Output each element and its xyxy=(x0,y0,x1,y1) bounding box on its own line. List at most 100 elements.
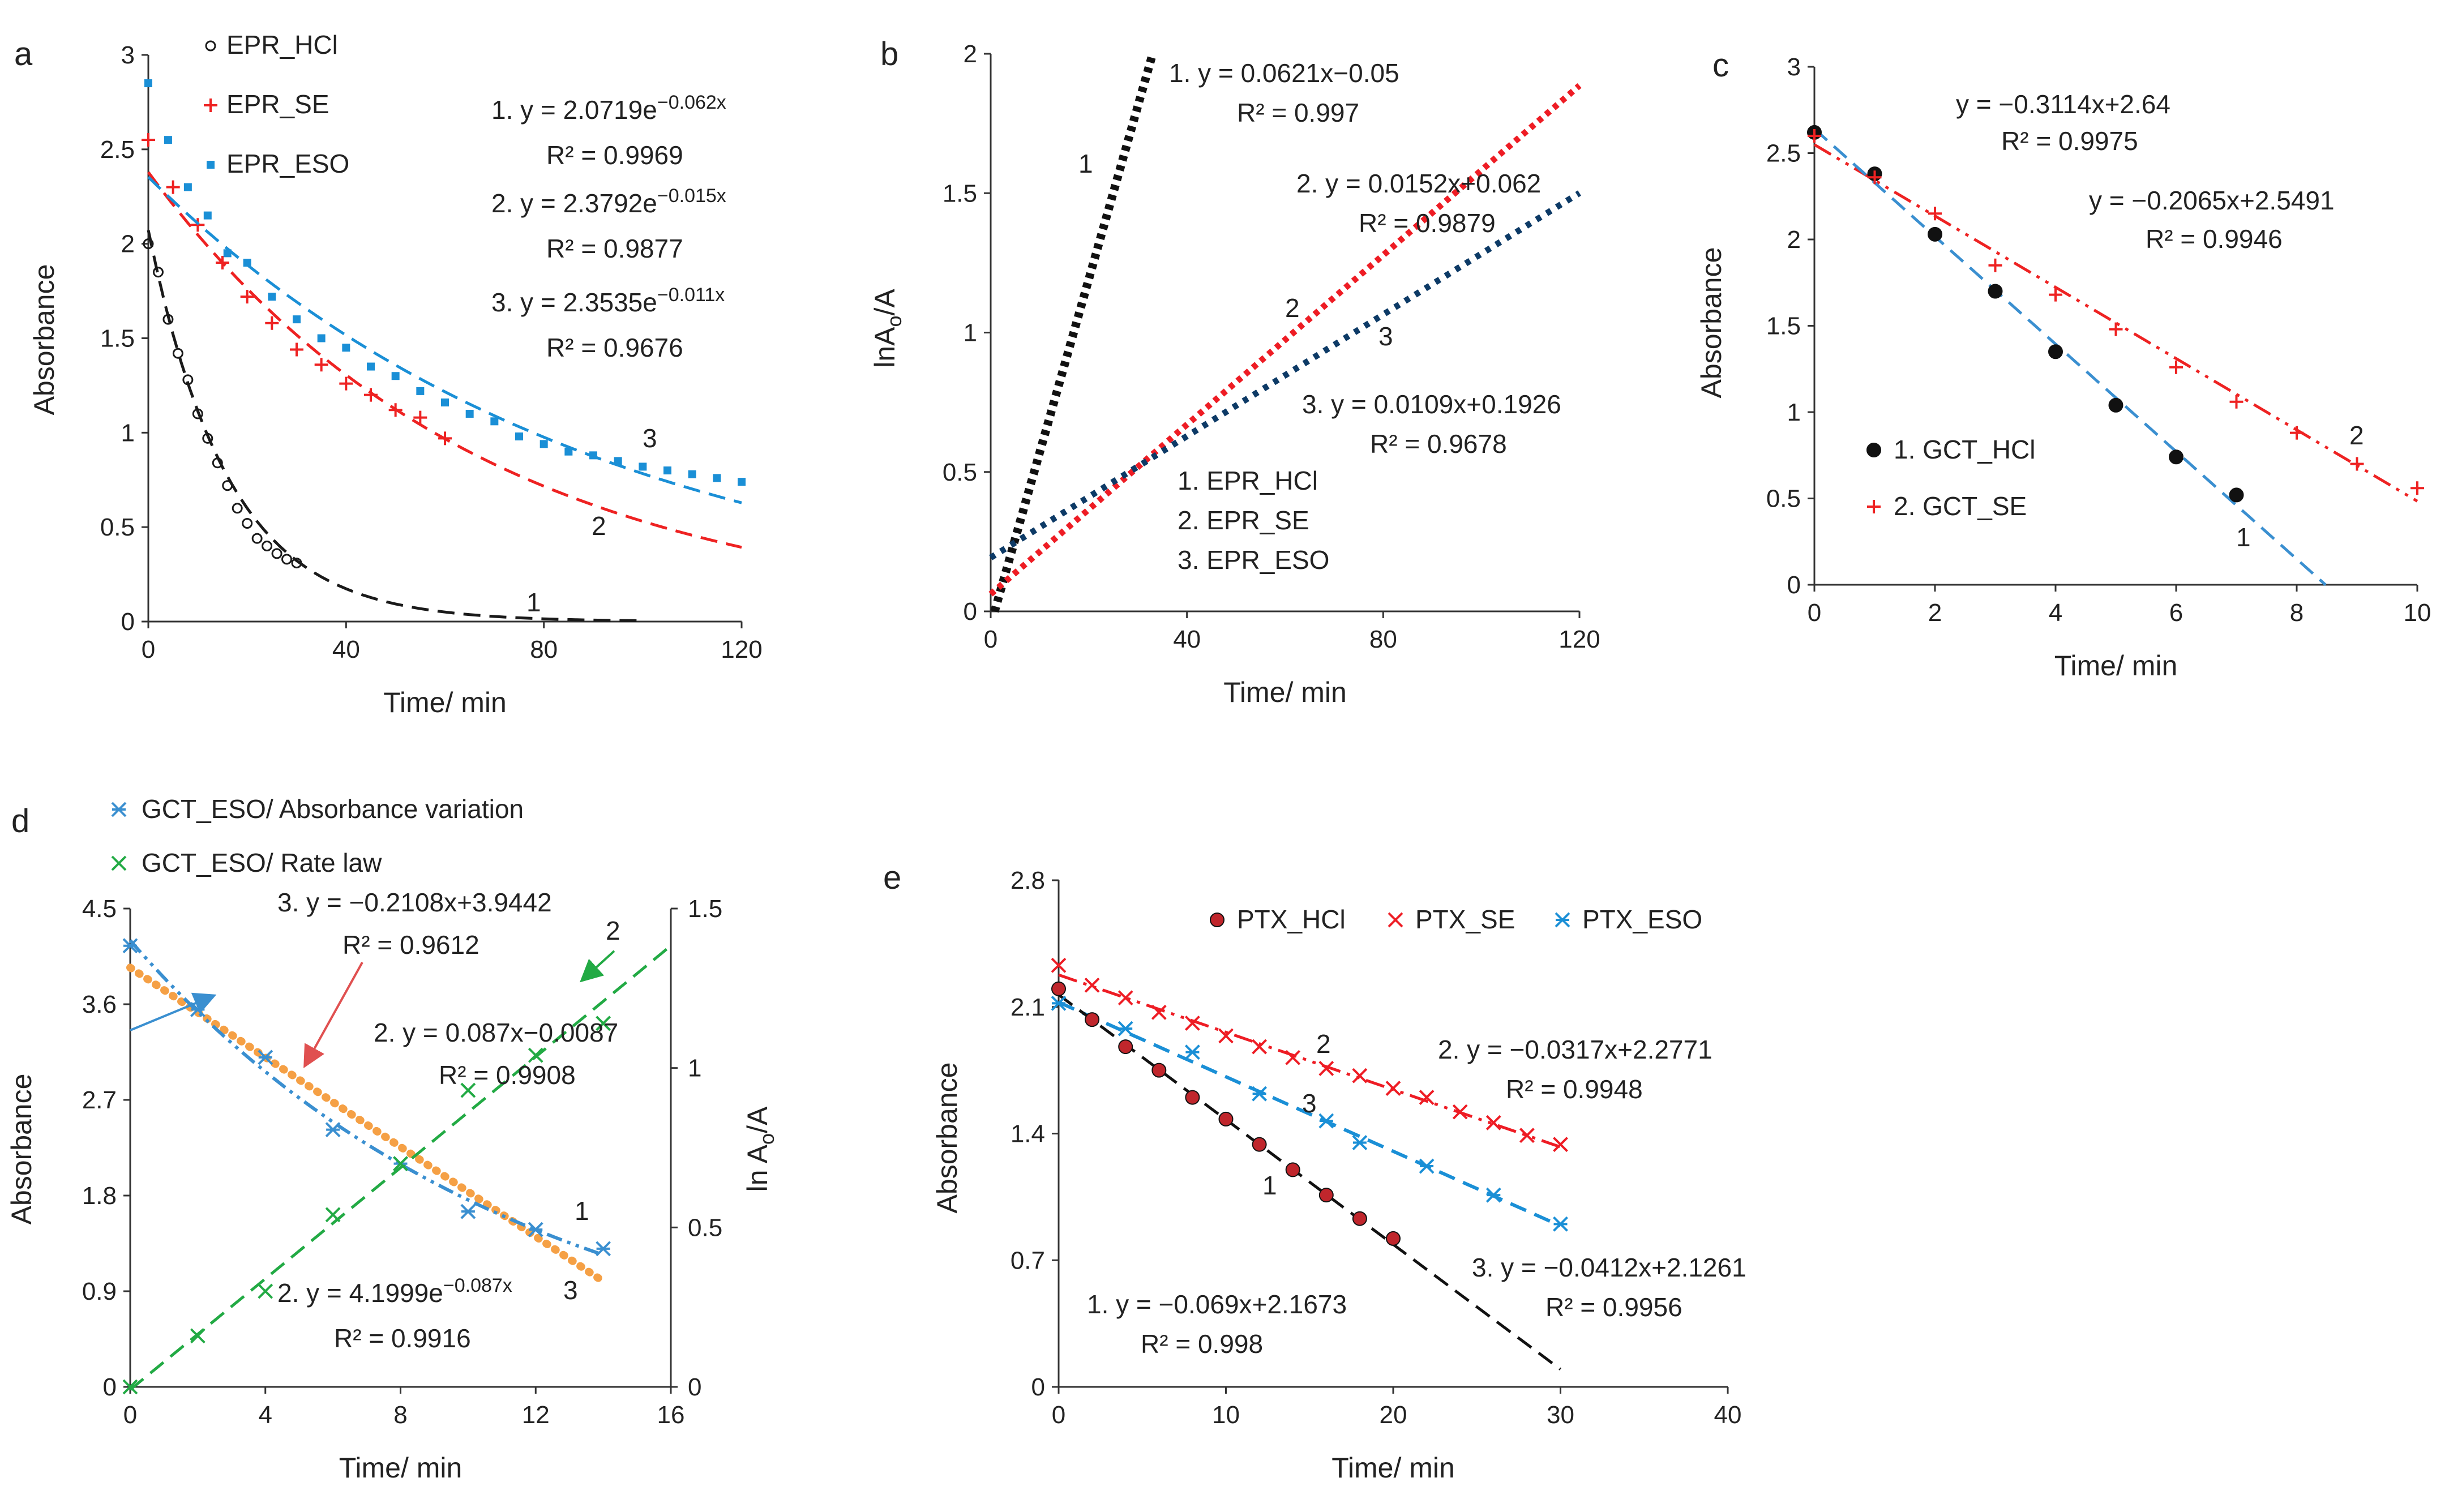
y-tick-label: 0 xyxy=(103,1373,117,1401)
data-point xyxy=(122,938,138,954)
data-point xyxy=(293,315,301,324)
arrow-to-linear-fit xyxy=(303,962,363,1068)
x-tick-label: 8 xyxy=(393,1401,407,1429)
y2-tick-label: 0.5 xyxy=(688,1214,722,1241)
data-point xyxy=(528,1047,543,1063)
data-point xyxy=(1519,1128,1535,1143)
legend-label: EPR_HCl xyxy=(226,30,338,59)
legend-label: 1. GCT_HCl xyxy=(1894,435,2035,464)
data-point xyxy=(202,432,213,444)
legend-label: PTX_ESO xyxy=(1582,905,1702,934)
legend-marker xyxy=(1555,912,1570,928)
y-tick-label: 1 xyxy=(1787,399,1801,426)
legend-label: EPR_ESO xyxy=(226,149,349,178)
x-tick-label: 40 xyxy=(1714,1401,1742,1429)
r2-3: R² = 0.9676 xyxy=(546,333,683,362)
data-point xyxy=(291,558,302,569)
legend-label: PTX_HCl xyxy=(1237,905,1346,934)
y-tick-label: 2 xyxy=(1787,226,1801,254)
y2-axis-title: ln Ao/A xyxy=(742,1106,778,1192)
data-point xyxy=(1285,1162,1300,1177)
series-EPR_ESO xyxy=(144,79,746,504)
data-point xyxy=(1184,1016,1200,1031)
data-point xyxy=(142,133,155,147)
data-point xyxy=(413,410,427,425)
series-line-EPR_HCl xyxy=(990,53,1157,613)
y-tick-label: 1.5 xyxy=(100,325,135,353)
data-point xyxy=(258,1283,273,1299)
data-point xyxy=(342,344,350,352)
data-point xyxy=(1553,1216,1568,1232)
data-point xyxy=(713,474,721,482)
data-point xyxy=(122,1379,138,1395)
data-point xyxy=(1419,1158,1435,1174)
curve-label-2: 2 xyxy=(592,511,606,541)
data-point xyxy=(1051,981,1066,996)
data-point xyxy=(1988,284,2003,299)
data-point xyxy=(460,1203,476,1219)
data-point xyxy=(564,447,573,456)
r2-1: R² = 0.998 xyxy=(1141,1329,1263,1359)
fit-line-linear xyxy=(126,963,607,1286)
data-point xyxy=(258,1050,273,1065)
data-point xyxy=(251,533,263,544)
equation-1: 1. y = −0.069x+2.1673 xyxy=(1087,1290,1347,1319)
data-point xyxy=(1118,1021,1133,1036)
data-point xyxy=(1218,1111,1234,1126)
data-point xyxy=(1051,995,1067,1011)
curve-label-1: 1 xyxy=(526,588,541,617)
data-point xyxy=(688,470,696,478)
x-axis-title: Time/ min xyxy=(1331,1452,1455,1484)
y-tick-label: 0 xyxy=(1031,1373,1045,1401)
y-tick-label: 2 xyxy=(121,230,135,258)
data-point xyxy=(2169,360,2183,374)
data-point xyxy=(1252,1137,1267,1152)
x-tick-label: 80 xyxy=(1369,626,1397,653)
data-point xyxy=(1185,1090,1200,1105)
data-point xyxy=(663,466,671,475)
data-point xyxy=(164,136,172,144)
data-point xyxy=(222,480,233,491)
data-point xyxy=(1318,1061,1334,1076)
legend-label: 1. EPR_HCl xyxy=(1178,466,1318,495)
equation-3: 3. y = 0.0109x+0.1926 xyxy=(1302,389,1561,419)
legend-label: 2. EPR_SE xyxy=(1178,506,1309,535)
chart-panel-c: 0 2 4 6 8 10 0 0.5 1 1.5 2 2.5 3 Time/ min c Absorbance… xyxy=(1696,47,2431,682)
y-axis-title: Absorbance xyxy=(28,264,60,416)
data-point xyxy=(183,183,192,191)
data-point xyxy=(1118,990,1133,1006)
data-point xyxy=(143,238,154,250)
arrow-to-rate-law xyxy=(580,950,615,983)
y-tick-label: 2.5 xyxy=(100,136,135,164)
y-tick-label: 3.6 xyxy=(82,991,117,1018)
data-point xyxy=(1352,1068,1368,1083)
equation-2-linear: 2. y = 0.087x−0.0087 xyxy=(374,1018,618,1047)
data-point xyxy=(281,554,293,565)
curve-label-3: 3 xyxy=(1378,322,1393,351)
y2-tick-label: 0 xyxy=(688,1373,701,1401)
curve-label-2: 2 xyxy=(2349,421,2364,450)
r2-2: R² = 0.9877 xyxy=(546,234,683,263)
data-point xyxy=(232,503,243,514)
y-tick-label: 1.4 xyxy=(1011,1120,1045,1148)
data-point xyxy=(738,478,746,486)
data-point xyxy=(441,398,449,406)
data-point xyxy=(2049,288,2062,302)
data-point xyxy=(364,388,378,402)
x-tick-label: 0 xyxy=(1052,1401,1065,1429)
chart-panel-a: 0 40 80 120 0 0.5 1 1.5 2 2.5 3 Time/ min a Absorbanc… xyxy=(14,30,763,718)
data-point xyxy=(325,1122,341,1137)
data-point xyxy=(144,79,152,88)
y-tick-label: 1.8 xyxy=(82,1182,117,1210)
x-tick-label: 6 xyxy=(2169,599,2183,627)
y-axis-title: Absorbance xyxy=(931,1063,963,1214)
x-tick-label: 16 xyxy=(657,1401,685,1429)
data-point xyxy=(465,409,474,418)
equation-2: y = −0.2065x+2.5491 xyxy=(2089,186,2335,215)
data-point xyxy=(515,432,523,441)
arrow-to-absorbance xyxy=(130,992,217,1031)
data-point xyxy=(242,517,253,529)
r2-3: R² = 0.9612 xyxy=(342,930,479,960)
data-point xyxy=(416,387,425,395)
